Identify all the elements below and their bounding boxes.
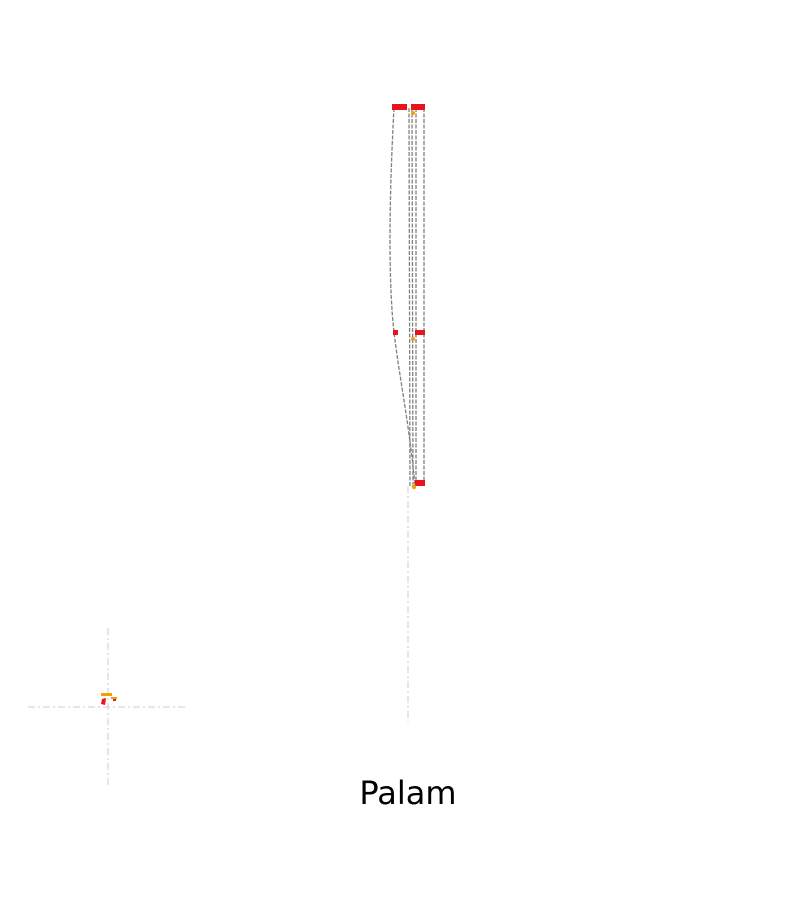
bottom-right-end-marker [415, 480, 425, 486]
crosshair-guide [28, 628, 188, 788]
aircraft-red-tip [113, 699, 116, 701]
aircraft-icon [101, 693, 117, 705]
top-right-end-marker [411, 104, 425, 110]
waypoint-dots [411, 111, 417, 490]
top-left-end-marker [392, 104, 407, 110]
runway-end-markers [392, 104, 425, 486]
aircraft-orange-tail [111, 697, 117, 699]
route-lines [389, 107, 425, 487]
top-waypoint-dot [411, 111, 415, 115]
bottom-waypoint-dot [411, 484, 417, 490]
diagram-caption: Palam [359, 774, 457, 812]
middle-waypoint-dot [411, 337, 415, 341]
aircraft-orange-body [101, 693, 112, 696]
middle-left-marker [393, 330, 398, 335]
curved-route-line [389, 107, 416, 487]
route-line-2 [411, 107, 414, 487]
aircraft-red-wing [101, 698, 106, 705]
route-line-1 [408, 107, 411, 487]
middle-right-marker [415, 330, 425, 335]
